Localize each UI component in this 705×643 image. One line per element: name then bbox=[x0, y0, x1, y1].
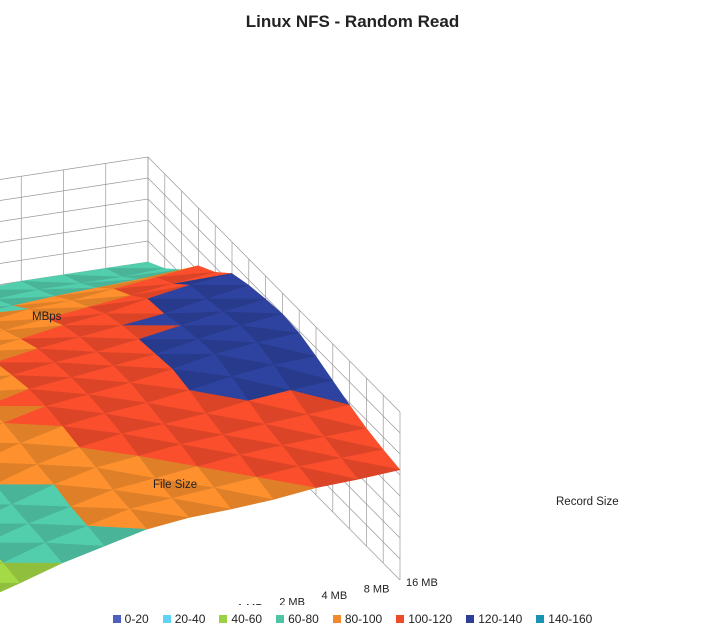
legend-label: 0-20 bbox=[124, 612, 149, 626]
legend-item: 120-140 bbox=[466, 612, 522, 626]
record-size-tick-label: 2 MB bbox=[279, 596, 305, 605]
record-size-tick-label: 1 MB bbox=[237, 603, 263, 605]
surface-facet bbox=[105, 261, 165, 269]
surface-mesh bbox=[0, 261, 401, 593]
record-size-tick-label: 16 MB bbox=[406, 577, 438, 589]
legend-item: 140-160 bbox=[536, 612, 592, 626]
grid-line bbox=[0, 156, 401, 413]
surface-facet bbox=[0, 365, 13, 377]
surface-facet bbox=[0, 330, 22, 341]
legend-swatch bbox=[332, 615, 341, 623]
legend-item: 20-40 bbox=[162, 612, 206, 626]
legend-item: 80-100 bbox=[332, 612, 383, 626]
legend-swatch bbox=[162, 615, 171, 623]
y-axis-title: Record Size bbox=[556, 496, 619, 508]
legend-swatch bbox=[112, 615, 121, 623]
surface-facet bbox=[0, 422, 21, 444]
record-size-tick-label: 8 MB bbox=[364, 583, 390, 595]
record-size-tick-label: 4 MB bbox=[322, 590, 348, 602]
axis-labels: 2040608010012014016064 KB128 KB256 KB512… bbox=[32, 311, 619, 605]
z-axis-title: MBps bbox=[32, 311, 62, 323]
surface-facet bbox=[0, 490, 13, 505]
legend-label: 140-160 bbox=[548, 612, 593, 626]
legend-label: 60-80 bbox=[288, 612, 319, 626]
legend-swatch bbox=[536, 615, 545, 623]
surface-facet bbox=[0, 305, 30, 313]
legend-item: 0-20 bbox=[112, 612, 149, 626]
surface-facet bbox=[0, 338, 21, 346]
surface-facet bbox=[0, 328, 5, 332]
legend-swatch bbox=[396, 615, 405, 623]
legend-item: 40-60 bbox=[219, 612, 262, 626]
legend-label: 80-100 bbox=[344, 612, 383, 626]
surface-facet bbox=[0, 504, 29, 525]
surface-facet bbox=[0, 300, 13, 307]
legend-label: 120-140 bbox=[478, 612, 523, 626]
legend-label: 100-120 bbox=[408, 612, 453, 626]
legend-swatch bbox=[466, 615, 475, 623]
surface-facet bbox=[0, 559, 4, 564]
chart-title: Linux NFS - Random Read bbox=[245, 12, 460, 31]
surface-chart: 2040608010012014016064 KB128 KB256 KB512… bbox=[0, 156, 619, 605]
legend-label: 40-60 bbox=[231, 612, 263, 626]
surface-facet bbox=[0, 305, 13, 310]
legend-item: 60-80 bbox=[276, 612, 319, 626]
legend-swatch bbox=[219, 615, 228, 623]
legend: 0-20 20-40 40-60 60-80 80-100 100-120 120-140 1… bbox=[0, 612, 705, 626]
legend-swatch bbox=[276, 615, 285, 623]
legend-label: 20-40 bbox=[174, 612, 206, 626]
surface-facet bbox=[0, 419, 5, 424]
legend-item: 100-120 bbox=[396, 612, 452, 626]
surface-facet bbox=[0, 582, 20, 593]
grid-line bbox=[0, 177, 401, 434]
surface-facet bbox=[0, 375, 30, 392]
x-axis-title: File Size bbox=[153, 479, 197, 491]
surface-facet bbox=[0, 562, 21, 584]
